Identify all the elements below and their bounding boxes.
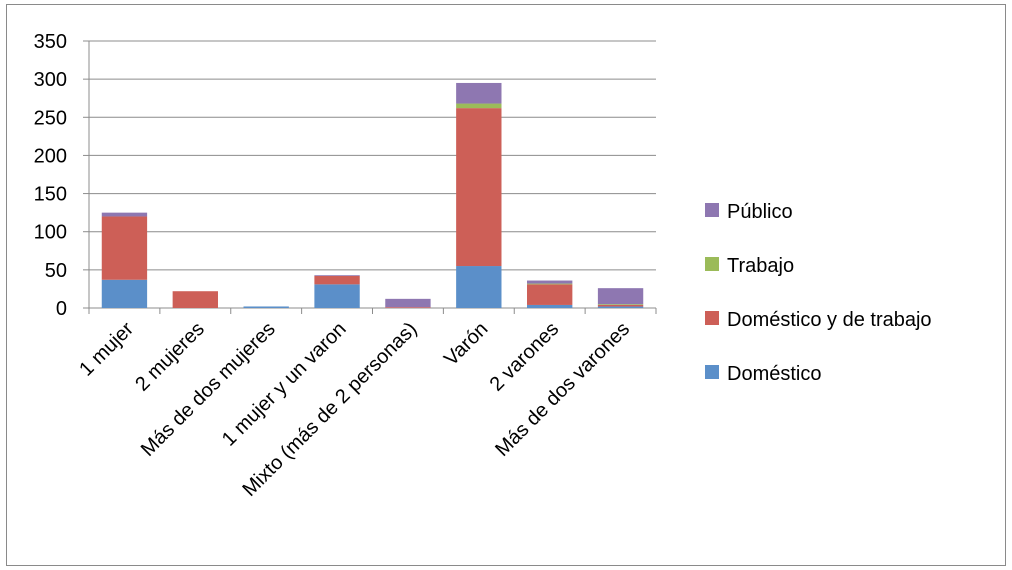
y-tick-label: 350: [34, 31, 67, 53]
y-tick-label: 250: [34, 107, 67, 129]
bars: [101, 82, 644, 308]
bar-segment: [243, 306, 289, 308]
bar-segment: [456, 82, 502, 104]
x-category-label: Más de dos varones: [491, 318, 634, 461]
chart-frame: 0 50 100 150 200 250 300 350 1 mujer 2 mujeres Má…: [6, 4, 1006, 566]
bar-segment: [527, 284, 573, 305]
bar-segment: [101, 212, 148, 217]
bar-segment: [385, 298, 431, 308]
legend-swatch: [705, 311, 719, 325]
y-tick-label: 100: [34, 222, 67, 244]
bar-segment: [385, 307, 431, 308]
gridlines: [89, 40, 656, 271]
legend-label: Público: [727, 201, 793, 223]
x-category-label: Más de dos mujeres: [137, 318, 280, 461]
bar-segment: [456, 103, 502, 109]
legend-label: Doméstico y de trabajo: [727, 309, 932, 331]
bar-segment: [101, 216, 148, 280]
bar-segment: [597, 304, 644, 305]
bar-segment: [527, 283, 573, 285]
y-tick-label: 150: [34, 184, 67, 206]
legend-swatch: [705, 203, 719, 217]
y-tick-labels: 0 50 100 150 200 250 300 350: [34, 31, 67, 320]
bar-segment: [597, 304, 644, 307]
y-tick-label: 300: [34, 69, 67, 91]
y-tick-label: 200: [34, 145, 67, 167]
bar-segment: [314, 275, 360, 285]
legend-swatch: [705, 257, 719, 271]
bar-segment: [314, 275, 360, 276]
axes: [83, 40, 657, 314]
bar-segment: [172, 291, 218, 308]
y-tick-label: 50: [45, 260, 67, 282]
x-category-label: 1 mujer: [75, 318, 138, 381]
bar-segment: [101, 279, 148, 308]
bar-segment: [314, 284, 360, 308]
x-category-label: 1 mujer y un varon: [218, 318, 351, 451]
legend-label: Trabajo: [727, 255, 794, 277]
bar-segment: [456, 108, 502, 267]
bar-segment: [456, 266, 502, 308]
bar-segment: [527, 280, 573, 284]
x-category-label: Varón: [440, 318, 492, 370]
bar-segment: [527, 304, 573, 308]
legend: Público Trabajo Doméstico y de trabajo Domé…: [705, 201, 932, 385]
legend-label: Doméstico: [727, 363, 821, 385]
legend-swatch: [705, 365, 719, 379]
bar-segment: [597, 306, 644, 308]
bar-segment: [597, 288, 644, 305]
y-tick-label: 0: [56, 298, 67, 320]
